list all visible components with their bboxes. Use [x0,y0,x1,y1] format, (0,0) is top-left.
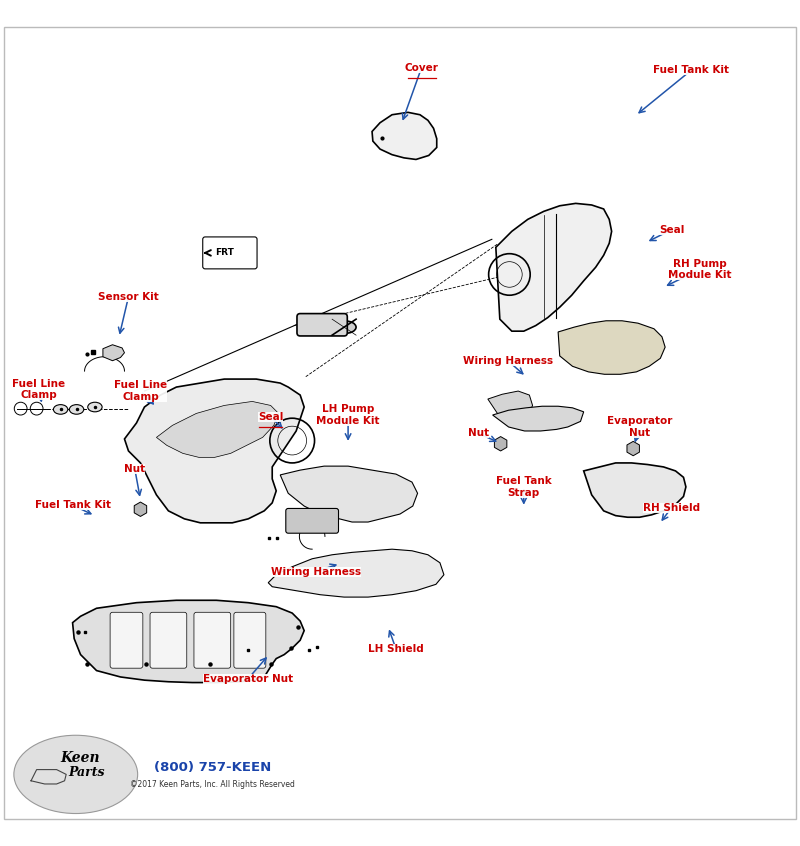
Polygon shape [627,442,639,456]
Text: Sensor Kit: Sensor Kit [98,292,159,302]
FancyBboxPatch shape [194,613,230,668]
Text: Nut: Nut [468,428,489,438]
Polygon shape [73,601,304,683]
Polygon shape [103,344,125,360]
Polygon shape [584,463,686,517]
Text: Wiring Harness: Wiring Harness [271,567,362,576]
Text: LH Pump
Module Kit: LH Pump Module Kit [316,404,380,426]
Text: Wiring Harness: Wiring Harness [462,355,553,365]
FancyBboxPatch shape [286,508,338,533]
Text: Nut: Nut [124,464,146,475]
Polygon shape [494,437,507,451]
Text: Parts: Parts [69,766,105,779]
Ellipse shape [14,735,138,814]
Polygon shape [280,466,418,522]
Text: Fuel Tank Kit: Fuel Tank Kit [34,500,110,510]
Text: RH Pump
Module Kit: RH Pump Module Kit [668,259,731,281]
Text: RH Shield: RH Shield [643,503,700,513]
Polygon shape [125,379,304,523]
Polygon shape [493,406,584,431]
Ellipse shape [70,404,84,415]
Polygon shape [134,502,146,516]
Text: Cover: Cover [405,63,438,73]
FancyBboxPatch shape [297,314,347,336]
FancyBboxPatch shape [110,613,143,668]
Text: Fuel Tank Kit: Fuel Tank Kit [654,65,730,75]
Text: Evaporator
Nut: Evaporator Nut [607,416,672,437]
Text: FRT: FRT [214,249,234,257]
Text: Seal: Seal [659,225,684,234]
Text: ©2017 Keen Parts, Inc. All Rights Reserved: ©2017 Keen Parts, Inc. All Rights Reserv… [130,780,294,789]
Ellipse shape [88,402,102,412]
Ellipse shape [54,404,68,415]
Text: (800) 757-KEEN: (800) 757-KEEN [154,761,271,774]
FancyBboxPatch shape [150,613,186,668]
Polygon shape [488,391,533,421]
FancyBboxPatch shape [234,613,266,668]
Text: Evaporator Nut: Evaporator Nut [203,673,294,684]
Text: Fuel Line
Clamp: Fuel Line Clamp [13,379,66,400]
Text: Keen: Keen [61,751,100,766]
FancyBboxPatch shape [202,237,257,269]
Text: Seal: Seal [258,412,283,421]
Text: LH Shield: LH Shield [368,644,424,654]
Polygon shape [558,321,665,374]
Polygon shape [157,402,278,458]
Ellipse shape [332,321,356,333]
Polygon shape [268,549,444,597]
Text: Fuel Line
Clamp: Fuel Line Clamp [114,380,167,402]
Text: Fuel Tank
Strap: Fuel Tank Strap [496,476,552,497]
Polygon shape [496,203,612,331]
Polygon shape [372,113,437,159]
